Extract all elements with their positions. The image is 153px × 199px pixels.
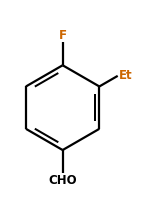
Text: CHO: CHO: [48, 174, 77, 187]
Text: Et: Et: [119, 69, 132, 82]
Text: F: F: [59, 29, 67, 42]
